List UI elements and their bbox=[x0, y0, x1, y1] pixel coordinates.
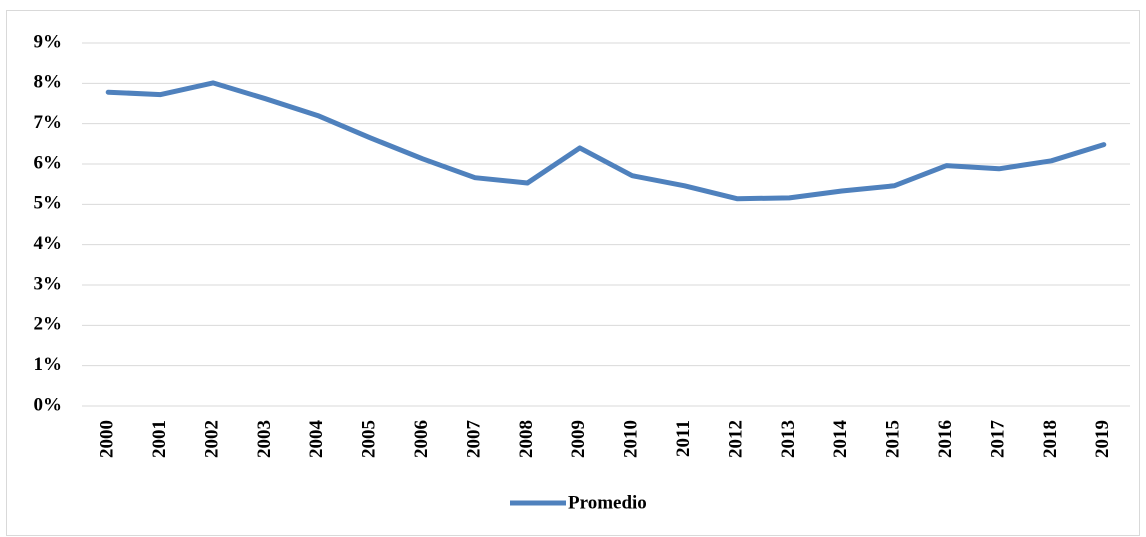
x-tick-label: 2012 bbox=[725, 420, 746, 458]
y-tick-label: 1% bbox=[34, 354, 63, 375]
x-tick-label: 2016 bbox=[935, 420, 956, 458]
x-tick-label: 2004 bbox=[306, 420, 327, 459]
y-tick-label: 5% bbox=[34, 193, 63, 214]
x-tick-label: 2019 bbox=[1092, 420, 1113, 458]
x-tick-label: 2007 bbox=[463, 420, 484, 459]
line-series bbox=[105, 80, 1107, 202]
x-tick-label: 2014 bbox=[830, 420, 851, 459]
x-tick-label: 2018 bbox=[1040, 420, 1061, 458]
x-tick-label: 2009 bbox=[568, 420, 589, 458]
y-tick-label: 0% bbox=[34, 394, 63, 415]
y-tick-label: 3% bbox=[34, 273, 63, 294]
chart-border bbox=[6, 10, 1140, 536]
y-tick-label: 8% bbox=[34, 72, 63, 93]
x-tick-label: 2003 bbox=[254, 420, 275, 458]
x-tick-label: 2011 bbox=[673, 420, 694, 457]
y-tick-label: 7% bbox=[34, 112, 63, 133]
x-tick-label: 2000 bbox=[97, 420, 118, 458]
x-tick-label: 2001 bbox=[149, 420, 170, 458]
x-tick-label: 2008 bbox=[516, 420, 537, 458]
x-tick-label: 2006 bbox=[411, 420, 432, 458]
x-tick-label: 2013 bbox=[778, 420, 799, 458]
y-tick-label: 9% bbox=[34, 31, 63, 52]
legend-label: Promedio bbox=[568, 492, 647, 513]
y-tick-label: 2% bbox=[34, 314, 63, 335]
x-tick-label: 2005 bbox=[359, 420, 380, 458]
x-tick-label: 2002 bbox=[201, 420, 222, 458]
y-tick-label: 6% bbox=[34, 152, 63, 173]
x-tick-label: 2010 bbox=[621, 420, 642, 458]
y-tick-label: 4% bbox=[34, 233, 63, 254]
x-tick-label: 2017 bbox=[987, 420, 1008, 459]
x-tick-label: 2015 bbox=[883, 420, 904, 458]
